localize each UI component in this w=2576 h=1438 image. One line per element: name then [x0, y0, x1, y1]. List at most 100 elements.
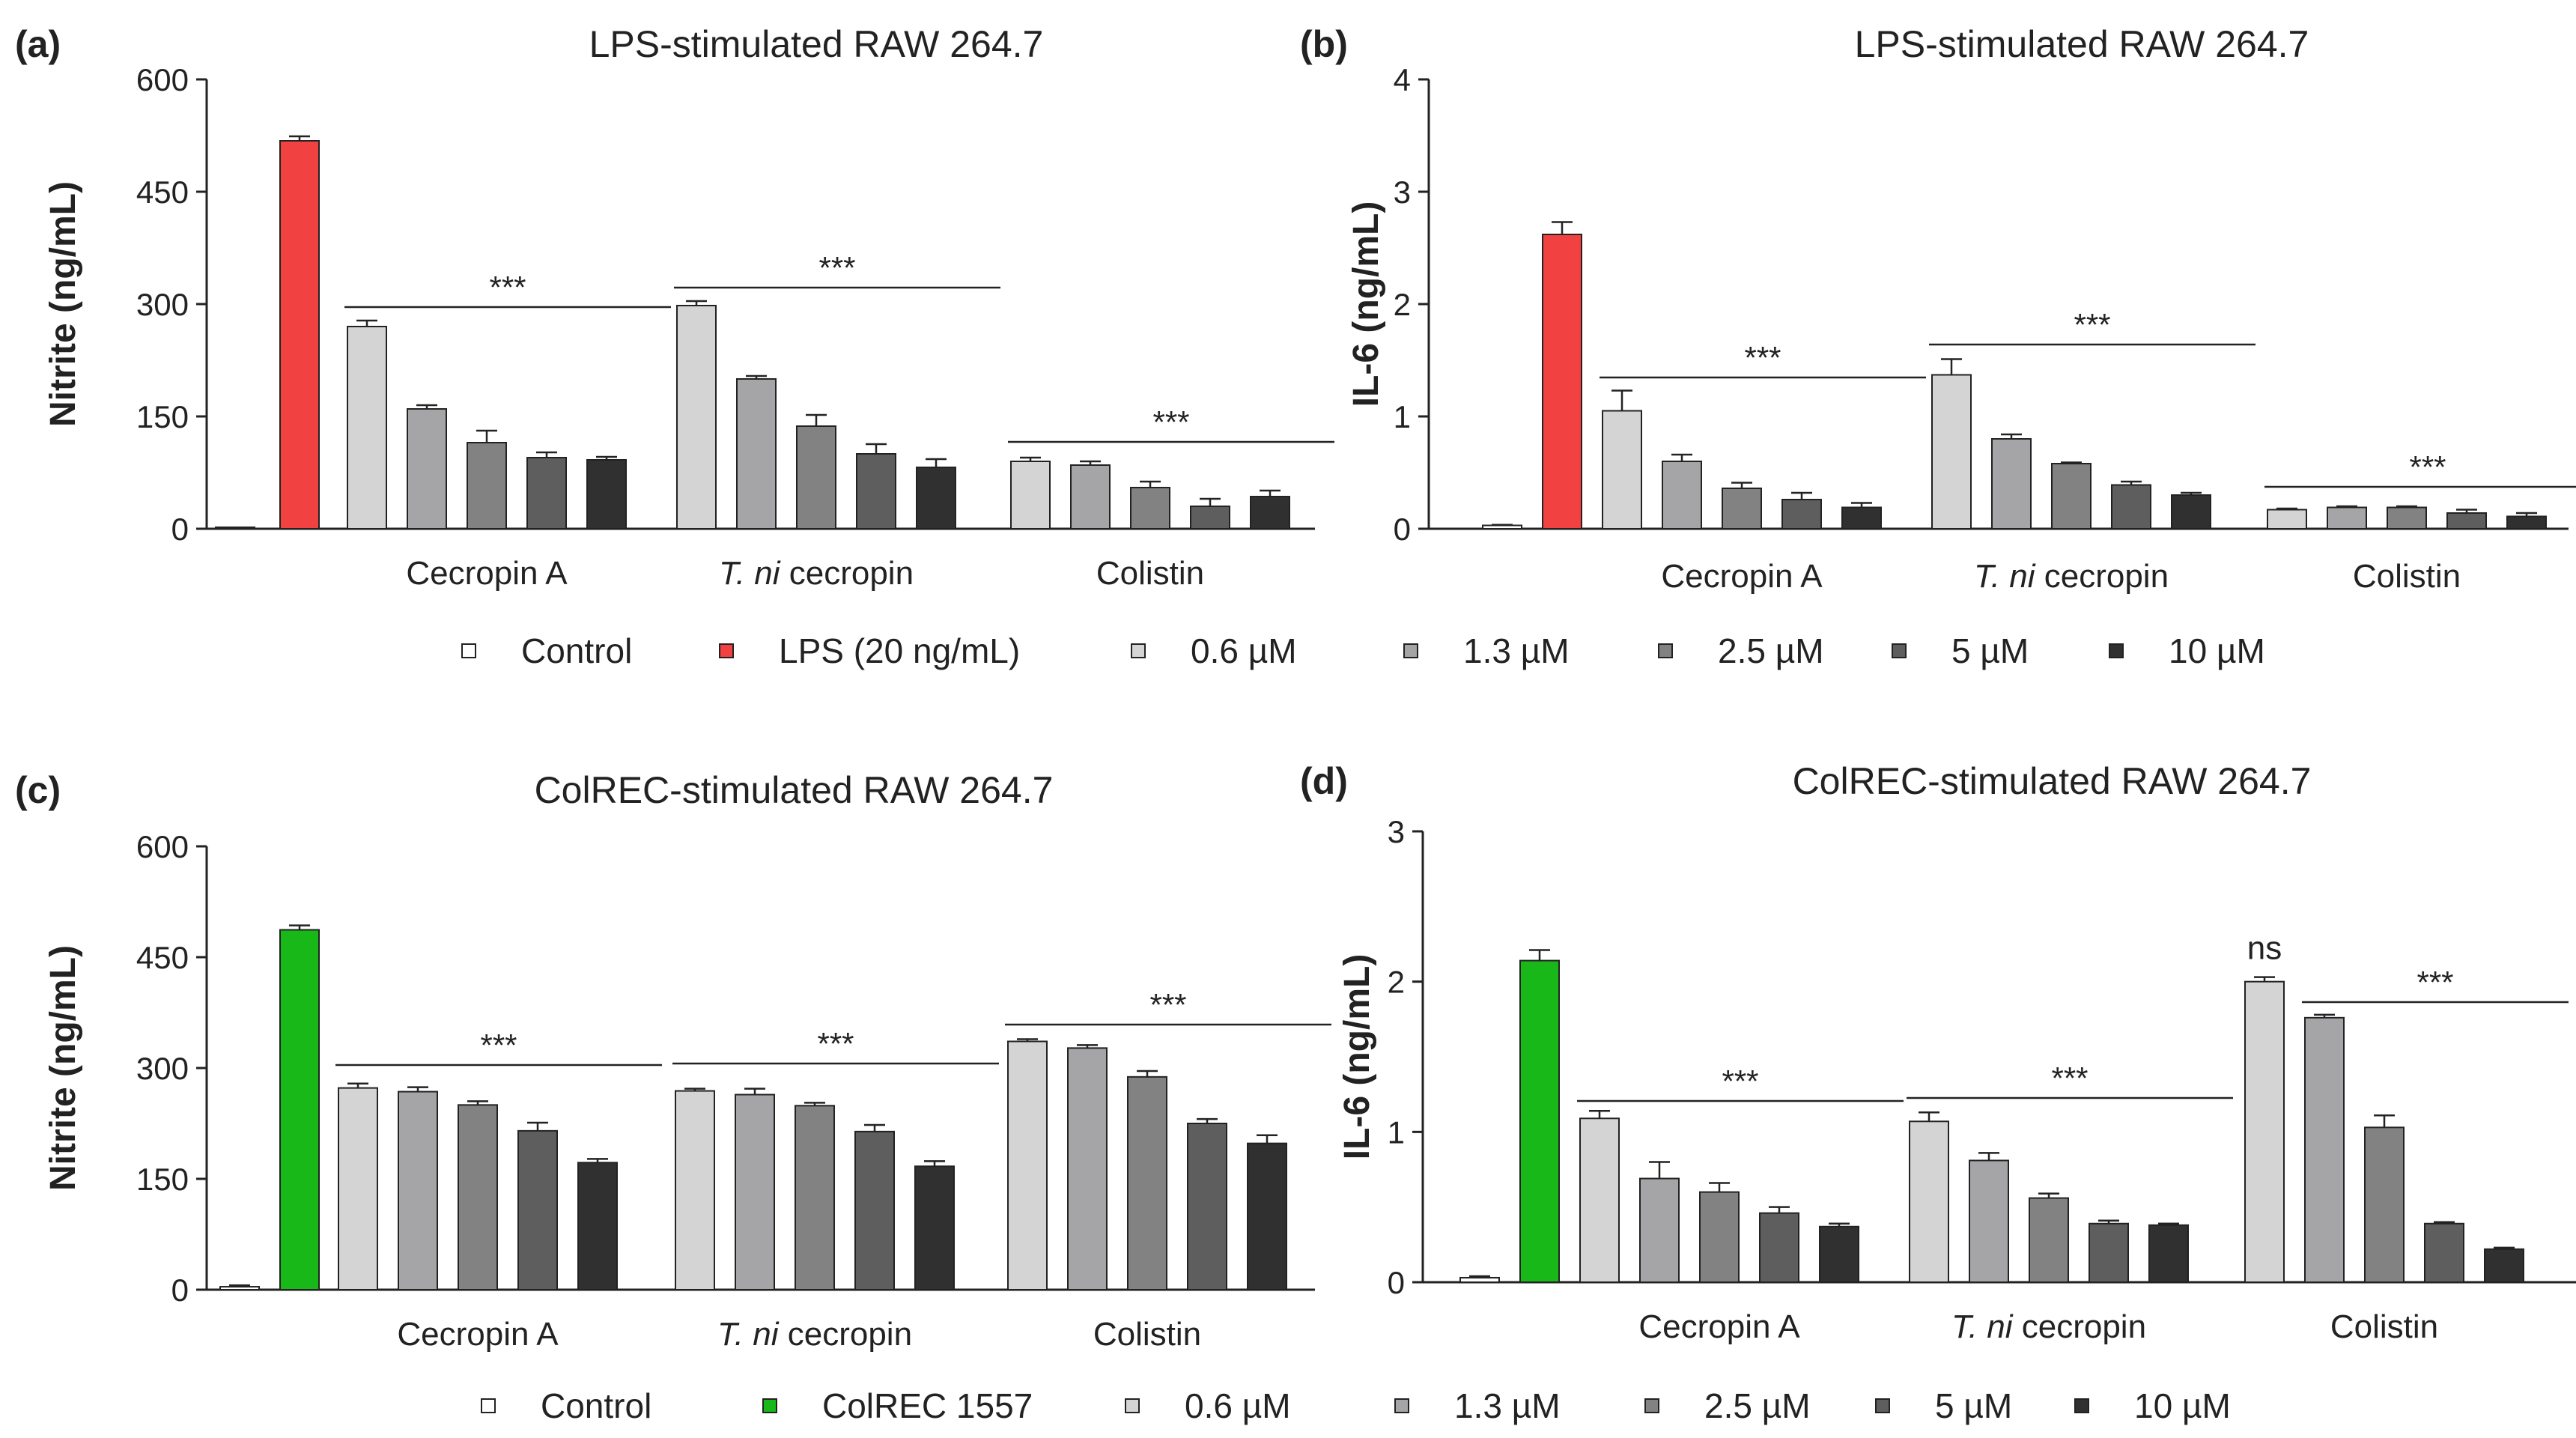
- y-tick-label: 3: [1388, 814, 1405, 849]
- y-axis-label: Nitrite (ng/mL): [43, 945, 83, 1191]
- treatment-bar: [2171, 494, 2211, 530]
- y-axis-label: Nitrite (ng/mL): [43, 181, 83, 427]
- treatment-bar: [1007, 1040, 1048, 1290]
- y-tick-label: 0: [1388, 1265, 1405, 1300]
- treatment-bar: [1067, 1047, 1108, 1290]
- treatment-bar: [916, 467, 956, 530]
- x-group-label: T. ni cecropin: [719, 555, 914, 592]
- treatment-bar: [1250, 496, 1290, 530]
- legend-swatch-10: [2109, 643, 2124, 658]
- treatment-bar: [517, 1129, 558, 1291]
- significance-stars: ***: [1152, 404, 1189, 440]
- treatment-bar: [1909, 1120, 1949, 1283]
- treatment-bar: [1187, 1123, 1227, 1290]
- y-tick-label: 1: [1388, 1114, 1405, 1150]
- legend-label: ColREC 1557: [822, 1386, 1033, 1425]
- treatment-bar: [2327, 506, 2367, 530]
- legend-item-0-6: 0.6 µM: [1125, 1386, 1291, 1426]
- treatment-bar: [1639, 1177, 1680, 1284]
- legend-label: 0.6 µM: [1191, 631, 1297, 670]
- significance-stars: ***: [480, 1028, 517, 1063]
- treatment-bar: [676, 305, 717, 530]
- legend-item-1-3: 1.3 µM: [1394, 1386, 1561, 1426]
- treatment-bar: [1190, 506, 1230, 530]
- y-tick-label: 450: [136, 175, 189, 210]
- legend-swatch-lps: [719, 643, 734, 658]
- treatment-bar: [736, 378, 777, 530]
- panel-label: (b): [1300, 23, 1348, 65]
- significance-stars: ***: [1744, 340, 1781, 375]
- treatment-bar: [2029, 1197, 2069, 1284]
- significance-stars: ***: [1722, 1064, 1758, 1099]
- y-tick-label: 0: [171, 512, 189, 547]
- y-tick-label: 2: [1388, 965, 1405, 1000]
- treatment-bar: [1662, 461, 1702, 530]
- legend-swatch-0-6: [1125, 1398, 1140, 1413]
- treatment-bar: [1781, 499, 1822, 530]
- legend-bottom: Control ColREC 1557 0.6 µM 1.3 µM 2.5 µM…: [0, 1386, 2576, 1438]
- x-group-label: Colistin: [1093, 1316, 1201, 1353]
- x-group-label-plain: cecropin: [780, 555, 914, 592]
- control-bar: [1482, 524, 1522, 530]
- significance-stars: ***: [2416, 965, 2453, 1000]
- treatment-bar: [735, 1093, 775, 1291]
- treatment-bar: [2089, 1222, 2129, 1283]
- treatment-bar: [1991, 438, 2032, 530]
- panel-label: (d): [1300, 760, 1348, 802]
- ns-label: ns: [2247, 930, 2282, 967]
- legend-label: 2.5 µM: [1704, 1386, 1811, 1425]
- treatment-bar: [2051, 463, 2092, 530]
- x-group-label: Colistin: [1096, 555, 1204, 592]
- x-group-label: Colistin: [2353, 558, 2461, 595]
- treatment-bar: [398, 1090, 438, 1291]
- legend-swatch-5: [1892, 643, 1907, 658]
- legend-label: LPS (20 ng/mL): [779, 631, 1021, 670]
- x-group-label-italic: T. ni: [1951, 1308, 2014, 1345]
- treatment-bar: [1699, 1191, 1740, 1283]
- legend-label: Control: [521, 631, 633, 670]
- x-group-label-plain: cecropin: [2013, 1308, 2147, 1345]
- legend-item-1-3: 1.3 µM: [1403, 631, 1570, 671]
- treatment-bar: [796, 425, 836, 530]
- treatment-bar: [2267, 509, 2307, 530]
- x-group-label: T. ni cecropin: [1951, 1308, 2146, 1345]
- stimulus-bar: [1542, 234, 1582, 530]
- legend-item-2-5: 2.5 µM: [1644, 1386, 1811, 1426]
- treatment-bar: [338, 1087, 378, 1290]
- legend-label: 1.3 µM: [1454, 1386, 1561, 1425]
- legend-label: 5 µM: [1935, 1386, 2013, 1425]
- treatment-bar: [1070, 464, 1111, 530]
- treatment-bar: [1247, 1142, 1287, 1291]
- treatment-bar: [2424, 1222, 2464, 1283]
- treatment-bar: [856, 453, 896, 530]
- y-axis-label: IL-6 (ng/mL): [1337, 954, 1377, 1160]
- treatment-bar: [1127, 1076, 1167, 1290]
- legend-item-2-5: 2.5 µM: [1658, 631, 1824, 671]
- legend-swatch-5: [1875, 1398, 1890, 1413]
- treatment-bar: [795, 1105, 835, 1290]
- legend-label: 1.3 µM: [1463, 631, 1570, 670]
- x-group-label-plain: cecropin: [779, 1316, 913, 1353]
- x-group-label: T. ni cecropin: [1974, 558, 2169, 595]
- y-tick-label: 150: [136, 399, 189, 434]
- legend-swatch-control: [461, 643, 476, 658]
- legend-swatch-0-6: [1131, 643, 1146, 658]
- treatment-bar: [675, 1090, 715, 1290]
- legend-item-10: 10 µM: [2074, 1386, 2231, 1426]
- treatment-bar: [526, 457, 567, 530]
- x-group-label: Cecropin A: [397, 1316, 559, 1353]
- x-group-label: T. ni cecropin: [717, 1316, 912, 1353]
- x-group-label-italic: T. ni: [717, 1316, 780, 1353]
- treatment-bar: [1841, 506, 1882, 530]
- y-tick-label: 150: [136, 1162, 189, 1197]
- legend-label: 5 µM: [1951, 631, 2029, 670]
- legend-item-10: 10 µM: [2109, 631, 2265, 671]
- treatment-bar: [577, 1162, 618, 1290]
- treatment-bar: [2111, 484, 2151, 530]
- x-group-label: Cecropin A: [406, 555, 568, 592]
- x-group-label: Cecropin A: [1661, 558, 1823, 595]
- y-tick-label: 2: [1394, 287, 1411, 322]
- y-tick-label: 600: [136, 62, 189, 97]
- treatment-bar: [914, 1165, 955, 1291]
